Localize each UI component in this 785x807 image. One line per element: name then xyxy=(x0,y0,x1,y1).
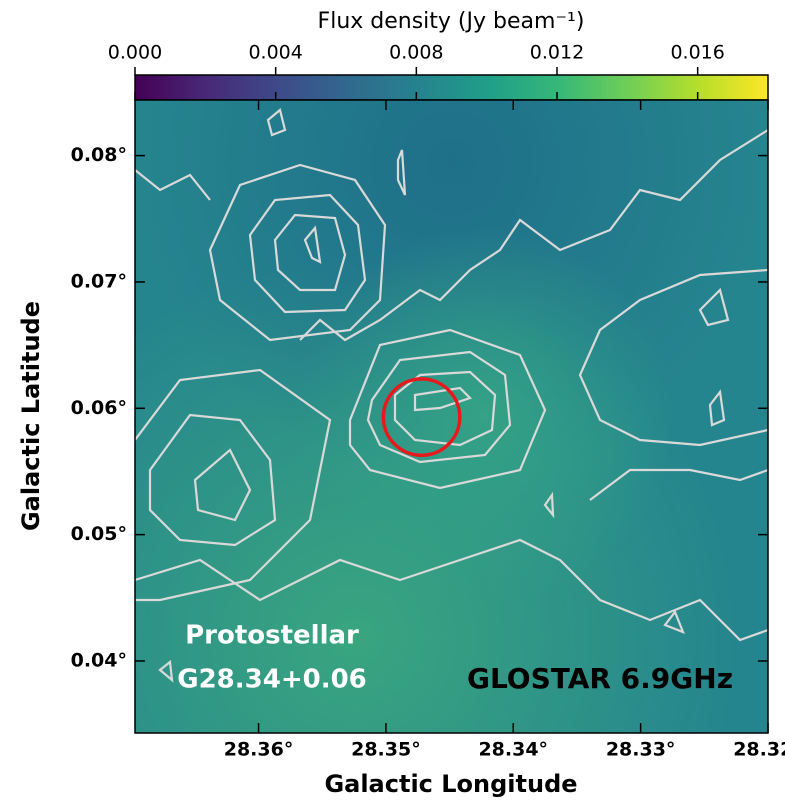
colorbar xyxy=(135,75,768,100)
chart: Flux density (Jy beam⁻¹) xyxy=(0,0,785,803)
colorbar-tick-label: 0.004 xyxy=(248,42,302,64)
y-tick-label: 0.06° xyxy=(71,397,127,419)
colorbar-tick-label: 0.008 xyxy=(389,42,443,64)
annotation: G28.34+0.06 xyxy=(177,665,367,695)
y-tick-label: 0.07° xyxy=(71,270,127,292)
y-tick-label: 0.05° xyxy=(71,523,127,545)
y-axis-label: Galactic Latitude xyxy=(17,301,45,531)
x-tick-label: 28.32° xyxy=(733,739,785,761)
colorbar-tick-label: 0.012 xyxy=(530,42,584,64)
x-tick-label: 28.34° xyxy=(478,739,548,761)
annotation: GLOSTAR 6.9GHz xyxy=(467,662,733,695)
annotation: Protostellar xyxy=(185,621,359,651)
y-tick-label: 0.08° xyxy=(71,144,127,166)
y-tick-label: 0.04° xyxy=(71,649,127,671)
x-axis-label: Galactic Longitude xyxy=(324,770,577,798)
colorbar-tick-label: 0.000 xyxy=(108,42,162,64)
colorbar-tick-label: 0.016 xyxy=(670,42,724,64)
x-tick-label: 28.33° xyxy=(606,739,676,761)
x-tick-label: 28.35° xyxy=(351,739,421,761)
colorbar-label: Flux density (Jy beam⁻¹) xyxy=(318,9,585,34)
x-tick-label: 28.36° xyxy=(224,739,294,761)
